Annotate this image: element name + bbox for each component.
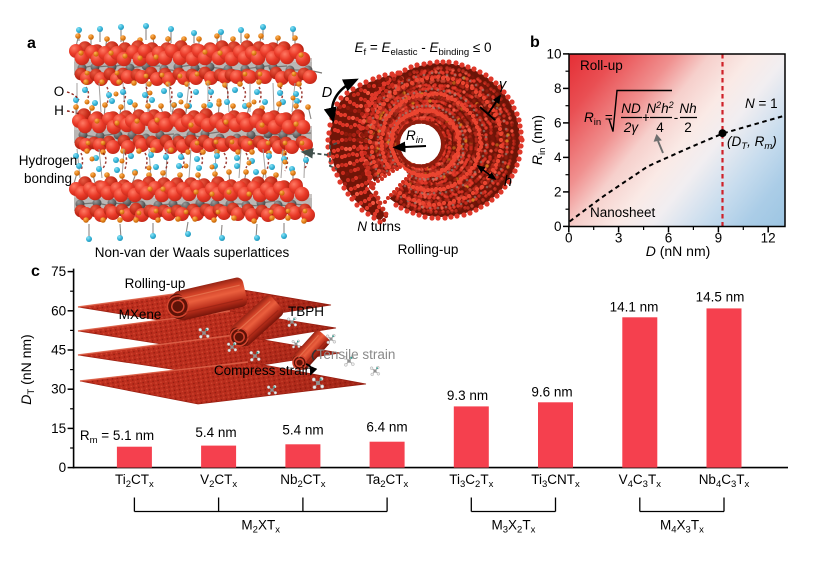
svg-text:M3​X2​Tx​: M3​X2​Tx​ <box>491 518 535 536</box>
svg-text:Compress strain: Compress strain <box>214 363 312 378</box>
svg-text:V2​CTx​: V2​CTx​ <box>200 472 237 490</box>
svg-text:Nanosheet: Nanosheet <box>590 205 656 220</box>
svg-text:Ti3​C2​Tx​: Ti3​C2​Tx​ <box>449 472 493 490</box>
svg-text:9: 9 <box>715 231 723 246</box>
svg-text:3: 3 <box>615 231 623 246</box>
svg-text:2: 2 <box>554 184 562 199</box>
svg-text:0: 0 <box>59 460 67 475</box>
svg-text:DT​ (nN nm): DT​ (nN nm) <box>18 334 37 404</box>
svg-text:2γ: 2γ <box>623 120 640 135</box>
svg-text:MXene: MXene <box>119 307 162 322</box>
svg-text:Ta2​CTx​: Ta2​CTx​ <box>366 472 409 490</box>
svg-text:Rin​ (nm): Rin​ (nm) <box>529 115 548 165</box>
svg-text:Roll-up: Roll-up <box>580 58 623 73</box>
svg-text:Nb4​C3​Tx​: Nb4​C3​Tx​ <box>699 472 750 490</box>
svg-text:Nb2​CTx​: Nb2​CTx​ <box>280 472 326 490</box>
svg-text:D: D <box>322 85 332 101</box>
svg-text:6: 6 <box>554 115 562 130</box>
svg-text:8: 8 <box>554 81 562 96</box>
svg-text:Rm​ = 5.1 nm: Rm​ = 5.1 nm <box>80 428 154 446</box>
svg-text:M2​XTx​: M2​XTx​ <box>241 518 280 536</box>
svg-text:12: 12 <box>761 231 776 246</box>
svg-text:15: 15 <box>51 421 66 436</box>
svg-text:60: 60 <box>51 303 66 318</box>
svg-text:5.4 nm: 5.4 nm <box>282 423 323 438</box>
svg-text:M4​X3​Tx​: M4​X3​Tx​ <box>660 518 704 536</box>
svg-text:h: h <box>504 174 512 190</box>
svg-text:75: 75 <box>51 264 66 279</box>
svg-text:D (nN nm): D (nN nm) <box>646 243 711 259</box>
svg-text:H: H <box>54 103 64 118</box>
svg-text:Rolling-up: Rolling-up <box>125 276 186 291</box>
svg-text:γ: γ <box>499 77 507 93</box>
svg-text:Ti2​CTx​: Ti2​CTx​ <box>115 472 154 490</box>
svg-text:0: 0 <box>565 231 573 246</box>
svg-text:Tensile strain: Tensile strain <box>317 347 396 362</box>
svg-text:4: 4 <box>656 120 664 135</box>
svg-text:V4​C3​Tx​: V4​C3​Tx​ <box>619 472 662 490</box>
svg-text:2: 2 <box>684 120 692 135</box>
svg-text:N turns: N turns <box>357 219 401 234</box>
svg-text:c: c <box>31 263 40 280</box>
svg-text:6.4 nm: 6.4 nm <box>366 420 407 435</box>
svg-text:-: - <box>674 110 679 125</box>
svg-text:bonding: bonding <box>24 171 72 186</box>
svg-text:ND: ND <box>621 101 641 116</box>
svg-text:Non-van der Waals superlattice: Non-van der Waals superlattices <box>95 245 290 260</box>
svg-text:b: b <box>530 34 540 51</box>
svg-text:0: 0 <box>554 219 562 234</box>
svg-text:9.3 nm: 9.3 nm <box>447 388 488 403</box>
svg-text:Ti3​CNTx​: Ti3​CNTx​ <box>531 472 580 490</box>
svg-text:14.1 nm: 14.1 nm <box>610 300 659 315</box>
svg-text:TBPH: TBPH <box>288 304 324 319</box>
svg-text:9.6 nm: 9.6 nm <box>531 385 572 400</box>
svg-text:45: 45 <box>51 343 66 358</box>
svg-text:a: a <box>27 35 36 52</box>
svg-text:Rolling-up: Rolling-up <box>398 242 459 257</box>
svg-text:O: O <box>54 84 65 99</box>
svg-text:N = 1: N = 1 <box>745 96 778 111</box>
svg-text:10: 10 <box>546 46 561 61</box>
svg-text:30: 30 <box>51 382 66 397</box>
svg-text:14.5 nm: 14.5 nm <box>696 290 745 305</box>
svg-text:Nh: Nh <box>679 101 696 116</box>
svg-text:5.4 nm: 5.4 nm <box>195 425 236 440</box>
svg-text:Ef​ = Eelastic​ - Ebinding​ ≤: Ef​ = Eelastic​ - Ebinding​ ≤ 0 <box>354 40 491 58</box>
svg-text:4: 4 <box>554 150 562 165</box>
svg-text:Hydrogen: Hydrogen <box>19 153 78 168</box>
